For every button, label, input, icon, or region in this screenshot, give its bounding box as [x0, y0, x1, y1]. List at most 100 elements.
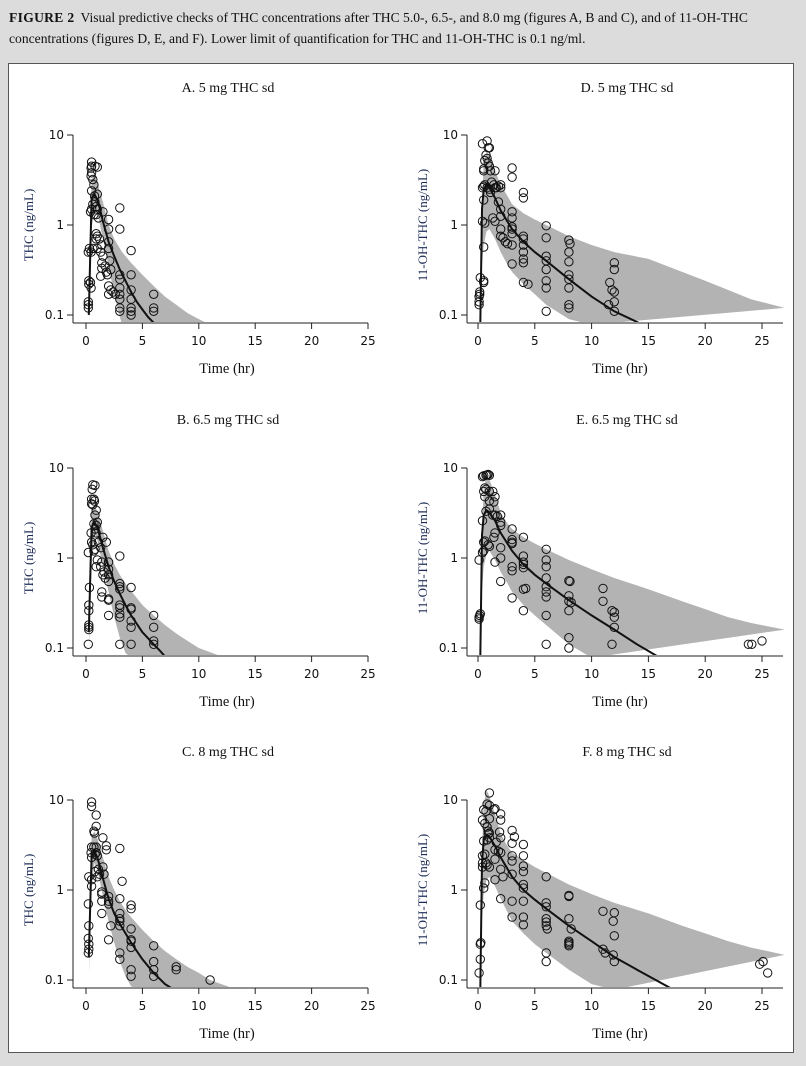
observed-point	[126, 924, 136, 934]
y-tick-label: 0.1	[45, 973, 64, 987]
observed-point	[518, 559, 529, 570]
panel-title: B. 6.5 mg THC sd	[177, 413, 279, 428]
observed-point	[86, 797, 97, 807]
observed-point	[484, 814, 495, 824]
observed-point	[482, 799, 492, 809]
y-tick-label: 10	[443, 461, 458, 475]
median-prediction-line	[87, 192, 155, 322]
observed-point	[479, 277, 489, 288]
observed-point	[103, 214, 114, 225]
observed-point	[507, 172, 517, 182]
observed-point	[91, 821, 101, 831]
median-prediction-line	[479, 833, 671, 987]
observed-point	[92, 231, 103, 241]
observed-point	[609, 607, 619, 617]
observed-point	[91, 562, 101, 572]
prediction-interval-band	[481, 151, 784, 322]
observed-point	[564, 300, 574, 310]
y-tick-label: 0.1	[45, 641, 64, 655]
observed-point	[115, 283, 125, 293]
observed-point	[98, 532, 108, 542]
observed-point	[98, 833, 108, 843]
y-axis-label: THC (ng/mL)	[21, 522, 36, 595]
observed-point	[496, 204, 506, 214]
observed-point	[480, 878, 490, 888]
observed-point	[598, 906, 608, 916]
observed-point	[609, 258, 619, 268]
observed-point	[97, 896, 107, 906]
observed-point	[564, 891, 574, 902]
observed-point	[126, 900, 136, 910]
observed-point	[474, 297, 484, 307]
y-axis-label: 11-OH-THC (ng/mL)	[415, 169, 430, 282]
observed-point	[541, 587, 551, 597]
observed-point	[484, 161, 495, 171]
observed-point	[496, 510, 506, 520]
observed-point	[598, 596, 608, 606]
panel-e: 0.1 1 10 0 5 10 15 20 25 E. 6.5 mg THC sd Time (hr…	[415, 413, 784, 710]
observed-point	[564, 606, 574, 616]
x-axis-label: Time (hr)	[592, 694, 648, 710]
observed-point	[149, 622, 159, 632]
observed-point	[507, 856, 517, 866]
observed-point	[496, 180, 506, 190]
observed-point	[541, 562, 551, 572]
prediction-interval-band	[89, 176, 205, 322]
observed-point	[541, 956, 551, 967]
figure-frame	[8, 63, 794, 1053]
observed-point	[507, 562, 517, 572]
observed-point	[475, 287, 485, 297]
observed-point	[518, 839, 529, 850]
observed-point	[93, 864, 104, 874]
y-axis-label: 11-OH-THC (ng/mL)	[415, 502, 430, 615]
observed-point	[496, 224, 506, 234]
y-tick-label: 0.1	[45, 308, 64, 322]
observed-point	[149, 610, 159, 621]
observed-point	[507, 213, 517, 223]
observed-point	[126, 306, 136, 316]
observed-point	[126, 310, 136, 320]
observed-point	[101, 845, 112, 855]
panel-d: 0.1 1 10 0 5 10 15 20 25 D. 5 mg THC sd Time (hr) 1…	[415, 81, 784, 377]
observed-point	[518, 258, 529, 268]
observed-point	[493, 846, 504, 856]
y-axis-label: THC (ng/mL)	[21, 854, 36, 927]
x-tick-label: 0	[474, 667, 482, 681]
y-tick-label: 0.1	[439, 973, 458, 987]
observed-point	[490, 854, 500, 864]
observed-point	[484, 541, 495, 551]
y-axis-label: 11-OH-THC (ng/mL)	[415, 834, 430, 947]
observed-point	[609, 931, 619, 941]
observed-point	[498, 872, 508, 882]
observed-point	[126, 965, 136, 975]
observed-point	[126, 245, 136, 256]
panel-title: A. 5 mg THC sd	[182, 81, 275, 96]
x-tick-label: 5	[139, 667, 147, 681]
observed-point	[149, 639, 159, 649]
x-tick-label: 15	[248, 999, 263, 1013]
observed-point	[91, 505, 101, 515]
observed-point	[608, 916, 618, 926]
observed-point	[763, 968, 773, 978]
observed-point	[489, 532, 499, 542]
observed-point	[609, 612, 619, 622]
panel-c: 0.1 1 10 0 5 10 15 20 25 C. 8 mg THC sd Time (hr) T…	[21, 745, 376, 1042]
x-tick-label: 15	[248, 334, 263, 348]
observed-point	[507, 207, 517, 217]
y-tick-label: 0.1	[439, 641, 458, 655]
observed-point	[609, 287, 619, 297]
observed-point	[541, 917, 551, 927]
observed-point	[86, 499, 97, 509]
observed-point	[483, 469, 493, 480]
observed-point	[490, 216, 500, 227]
median-prediction-line	[87, 520, 166, 655]
y-tick-label: 1	[56, 218, 64, 232]
observed-point	[564, 283, 574, 293]
observed-point	[88, 174, 98, 185]
observed-point	[541, 639, 551, 649]
observed-point	[607, 285, 617, 295]
x-tick-label: 25	[754, 667, 769, 681]
observed-point	[484, 470, 495, 480]
observed-point	[115, 609, 125, 619]
observed-point	[482, 822, 492, 832]
